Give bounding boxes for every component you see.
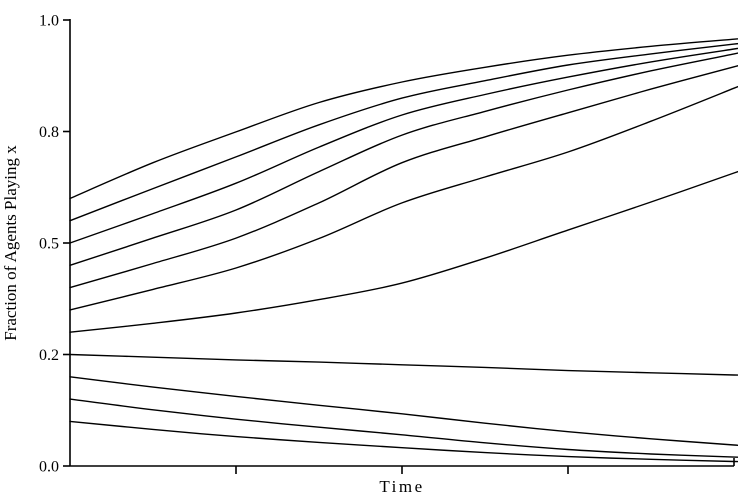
series-curve: [69, 353, 738, 376]
series-curve: [69, 420, 738, 463]
x-axis-title: Time: [379, 477, 424, 496]
y-tick-label: 0.8: [39, 124, 59, 141]
series-curve: [69, 52, 738, 266]
series-curve: [69, 38, 738, 200]
axes: [69, 19, 734, 467]
y-tick-label: 0.2: [39, 347, 59, 364]
series-curve: [69, 398, 738, 458]
series-curve: [69, 85, 738, 311]
series-curve: [69, 376, 738, 447]
series-curve: [69, 170, 738, 333]
y-axis-title: Fraction of Agents Playing x: [1, 145, 20, 341]
series-curve: [69, 42, 738, 222]
y-tick-label: 0.5: [39, 236, 59, 253]
series-curve: [69, 47, 738, 244]
series-curve: [69, 64, 738, 289]
y-tick-label: 0.0: [39, 459, 59, 476]
y-tick-label: 1.0: [39, 13, 59, 30]
chart-series: [69, 38, 738, 463]
y-axis-ticks: 0.0 0.2 0.5 0.8 1.0: [39, 13, 70, 476]
